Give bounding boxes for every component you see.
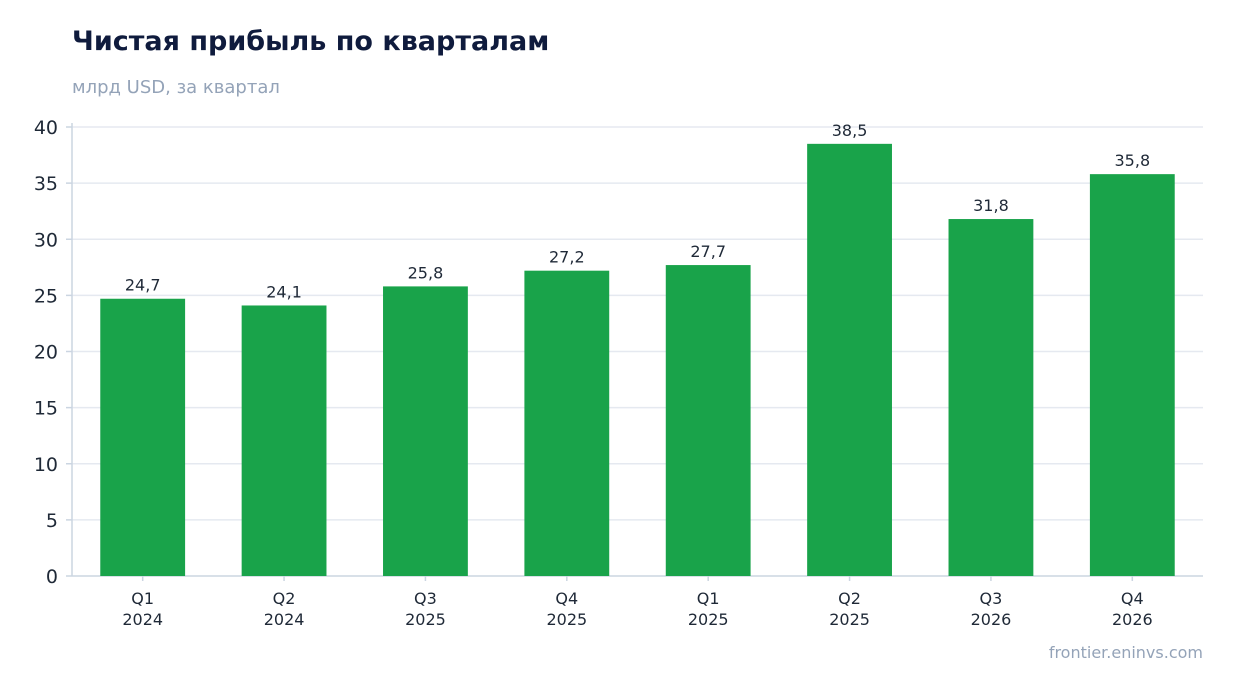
x-tick-label: 2025 bbox=[688, 610, 729, 629]
data-label: 27,2 bbox=[549, 248, 585, 267]
x-tick-label: Q3 bbox=[414, 589, 437, 608]
y-tick-label: 15 bbox=[34, 398, 58, 420]
y-tick-label: 25 bbox=[34, 285, 58, 307]
x-tick-label: Q1 bbox=[131, 589, 154, 608]
x-tick-label: Q2 bbox=[273, 589, 296, 608]
source-label: frontier.eninvs.com bbox=[1048, 643, 1203, 662]
bar bbox=[665, 265, 751, 576]
chart-subtitle: млрд USD, за квартал bbox=[72, 77, 280, 98]
y-tick-label: 30 bbox=[34, 229, 58, 251]
bar bbox=[241, 305, 327, 576]
data-label: 38,5 bbox=[832, 121, 868, 140]
bar bbox=[524, 270, 610, 576]
x-tick-label: 2025 bbox=[829, 610, 870, 629]
y-tick-label: 5 bbox=[46, 510, 58, 532]
x-tick-label: 2025 bbox=[546, 610, 587, 629]
x-tick-label: 2024 bbox=[264, 610, 305, 629]
data-label: 24,1 bbox=[266, 282, 302, 301]
y-tick-label: 35 bbox=[34, 173, 58, 195]
data-label: 24,7 bbox=[125, 276, 161, 295]
x-tick-label: 2025 bbox=[405, 610, 446, 629]
data-label: 31,8 bbox=[973, 196, 1009, 215]
bar bbox=[948, 219, 1034, 577]
data-label: 27,7 bbox=[690, 242, 726, 261]
bar bbox=[383, 286, 468, 576]
x-tick-label: 2024 bbox=[122, 610, 163, 629]
x-tick-label: Q1 bbox=[697, 589, 720, 608]
x-tick-label: 2026 bbox=[1112, 610, 1153, 629]
x-tick-label: Q4 bbox=[1121, 589, 1144, 608]
y-tick-label: 10 bbox=[34, 454, 58, 476]
bar bbox=[807, 143, 892, 576]
x-tick-label: Q4 bbox=[555, 589, 578, 608]
bar bbox=[100, 298, 186, 576]
x-tick-label: Q3 bbox=[980, 589, 1003, 608]
y-tick-label: 0 bbox=[46, 566, 58, 588]
x-tick-label: Q2 bbox=[838, 589, 861, 608]
data-label: 35,8 bbox=[1115, 151, 1151, 170]
x-tick-label: 2026 bbox=[971, 610, 1012, 629]
bar bbox=[1089, 174, 1175, 576]
y-tick-label: 20 bbox=[34, 342, 58, 364]
y-tick-label: 40 bbox=[34, 117, 58, 139]
data-label: 25,8 bbox=[408, 263, 444, 282]
chart-title: Чистая прибыль по кварталам bbox=[72, 26, 550, 57]
